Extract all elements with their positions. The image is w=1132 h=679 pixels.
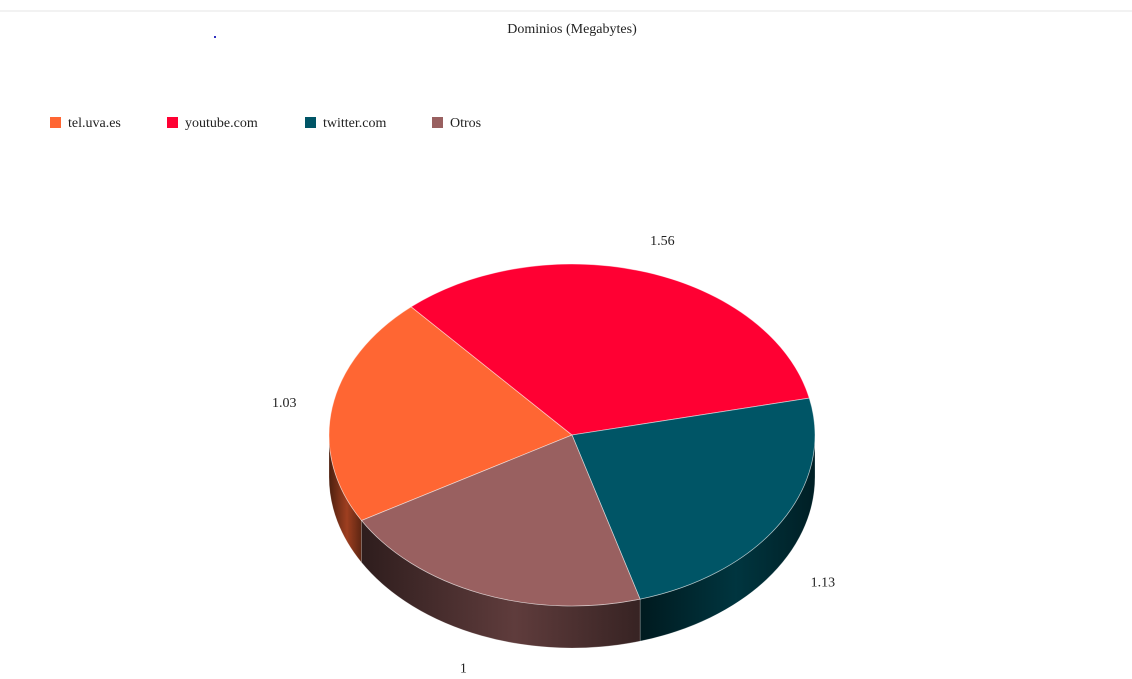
pie-slice-tel-uva-es — [328, 306, 573, 521]
pie-top-slices — [328, 263, 816, 607]
pie-slice-otros — [360, 434, 641, 607]
legend-swatch-otros — [432, 117, 443, 128]
legend-swatch-twitter-com — [305, 117, 316, 128]
decorative-dot — [214, 36, 216, 38]
legend-swatch-tel-uva-es — [50, 117, 61, 128]
chart-legend: tel.uva.es youtube.com twitter.com Otros — [50, 116, 481, 131]
value-label-youtube-com: 1.56 — [650, 234, 675, 249]
pie-value-labels: 1.03 1.56 1.13 1 — [272, 234, 835, 677]
chart-title: Dominios (Megabytes) — [507, 22, 637, 37]
legend-swatch-youtube-com — [167, 117, 178, 128]
legend-label-otros: Otros — [450, 116, 481, 131]
legend-label-tel-uva-es: tel.uva.es — [68, 116, 121, 131]
value-label-twitter-com: 1.13 — [811, 576, 836, 591]
top-divider — [0, 10, 1132, 12]
value-label-otros: 1 — [460, 661, 467, 676]
legend-label-youtube-com: youtube.com — [185, 116, 258, 131]
pie-slice-youtube-com — [410, 263, 810, 436]
value-label-tel-uva-es: 1.03 — [272, 396, 297, 411]
legend-label-twitter-com: twitter.com — [323, 116, 386, 131]
pie-slice-twitter-com — [571, 397, 816, 600]
